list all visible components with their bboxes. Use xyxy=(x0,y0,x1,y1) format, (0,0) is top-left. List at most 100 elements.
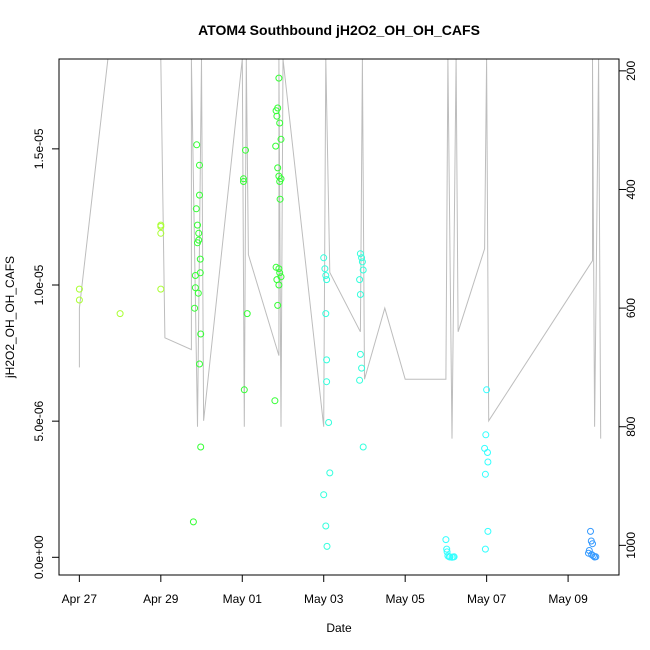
data-point xyxy=(323,276,331,284)
data-point xyxy=(481,470,489,478)
data-point xyxy=(359,443,367,451)
data-point xyxy=(356,250,364,258)
data-point xyxy=(274,301,282,309)
data-point xyxy=(271,397,279,405)
x-axis-label: Date xyxy=(326,621,352,635)
x-tick-label: May 05 xyxy=(386,592,426,606)
altitude-track-line xyxy=(78,58,602,439)
data-point xyxy=(197,443,205,451)
x-tick-label: May 07 xyxy=(467,592,507,606)
data-point xyxy=(326,469,334,477)
data-point xyxy=(75,285,83,293)
data-point xyxy=(196,360,203,368)
data-point xyxy=(481,444,489,452)
data-point xyxy=(277,273,285,281)
data-point xyxy=(322,310,330,318)
data-point xyxy=(240,175,247,183)
y2-tick-label: 200 xyxy=(624,61,638,81)
data-point xyxy=(196,269,204,277)
y2-tick-label: 600 xyxy=(624,298,638,318)
data-point xyxy=(443,545,451,553)
data-point xyxy=(276,269,284,277)
data-point xyxy=(321,265,329,273)
data-point xyxy=(196,255,204,263)
data-point xyxy=(276,119,284,127)
data-point xyxy=(189,518,197,526)
data-point xyxy=(273,112,281,120)
data-point xyxy=(277,135,285,143)
data-point xyxy=(325,419,333,426)
data-point xyxy=(589,540,596,548)
x-tick-label: Apr 27 xyxy=(62,592,98,606)
data-point xyxy=(450,553,458,561)
y-tick-label: 1.5e-05 xyxy=(32,128,46,169)
y-tick-label: 1.0e-05 xyxy=(32,264,46,305)
data-point xyxy=(157,285,165,293)
data-point xyxy=(242,146,249,154)
data-point xyxy=(356,376,364,384)
data-point xyxy=(588,551,596,559)
data-point xyxy=(240,178,247,185)
data-point xyxy=(322,522,330,530)
data-point xyxy=(192,205,200,213)
data-point xyxy=(322,272,330,279)
x-tick-label: May 03 xyxy=(304,592,344,606)
data-point xyxy=(484,458,492,466)
data-point xyxy=(196,161,203,169)
data-point xyxy=(194,289,202,297)
right-pressure-axis: 200 400 600 800 1000 xyxy=(619,61,638,559)
data-point xyxy=(442,536,450,544)
data-point xyxy=(272,142,280,150)
plot-frame xyxy=(58,58,620,576)
data-point xyxy=(274,164,282,172)
y2-tick-label: 1000 xyxy=(624,532,638,559)
data-point xyxy=(197,330,205,338)
y-axis-label: jH2O2_OH_OH_CAFS xyxy=(3,256,17,379)
y-axis: 0.0e+00 5.0e-06 1.0e-05 1.5e-05 xyxy=(32,128,60,579)
data-point xyxy=(157,229,165,237)
data-point xyxy=(275,265,283,273)
data-point xyxy=(191,284,199,292)
data-point xyxy=(275,281,283,289)
data-point xyxy=(240,386,248,394)
data-point xyxy=(592,553,600,561)
altitude-track-layer xyxy=(78,58,602,439)
data-point xyxy=(157,223,165,230)
data-point xyxy=(323,356,331,364)
y2-tick-label: 800 xyxy=(624,416,638,436)
data-point xyxy=(193,141,201,149)
data-point xyxy=(274,104,282,112)
chart-title: ATOM4 Southbound jH2O2_OH_OH_CAFS xyxy=(198,22,480,38)
data-point xyxy=(323,542,331,550)
data-point xyxy=(359,266,367,274)
y2-tick-label: 400 xyxy=(624,179,638,199)
data-point xyxy=(356,350,364,358)
data-point xyxy=(196,191,203,199)
x-axis: Apr 27 Apr 29 May 01 May 03 May 05 May 07 May … xyxy=(62,574,588,606)
data-point xyxy=(195,229,203,237)
data-point xyxy=(277,175,285,183)
data-point xyxy=(75,296,83,304)
x-tick-label: May 01 xyxy=(223,592,263,606)
y-tick-label: 0.0e+00 xyxy=(32,535,46,579)
data-point xyxy=(358,254,366,262)
data-point xyxy=(356,291,364,298)
data-point xyxy=(484,449,491,456)
data-point xyxy=(195,236,203,244)
data-point xyxy=(194,221,201,229)
data-point xyxy=(320,491,328,499)
x-tick-label: Apr 29 xyxy=(143,592,179,606)
data-point xyxy=(587,527,594,535)
y-tick-label: 5.0e-06 xyxy=(32,400,46,441)
data-point xyxy=(243,310,251,318)
data-point xyxy=(323,378,331,386)
data-point xyxy=(320,254,328,262)
data-point xyxy=(481,545,489,553)
data-point xyxy=(356,276,364,284)
data-point xyxy=(191,304,199,312)
data-point xyxy=(484,527,492,535)
data-point xyxy=(276,195,284,203)
data-point xyxy=(482,431,490,439)
data-point xyxy=(358,364,366,372)
